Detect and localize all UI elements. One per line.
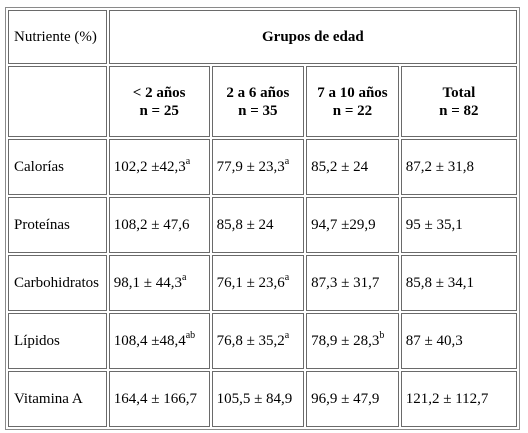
cell-superscript: a (185, 156, 191, 168)
table-row: Lípidos 108,4 ±48,4ab 76,8 ± 35,2a 78,9 … (8, 313, 517, 369)
row-label: Calorías (8, 139, 107, 196)
table-cell: 105,5 ± 84,9 (211, 370, 305, 427)
cell-value: 121,2 ± 112,7 (405, 390, 489, 407)
table-cell: 87,2 ± 31,8 (400, 139, 517, 196)
column-n: n = 35 (238, 102, 278, 119)
nutrient-table: Nutriente (%) Grupos de edad < 2 años n … (5, 7, 520, 430)
cell-value: 78,9 ± 28,3 (311, 332, 380, 349)
cell-value: 95 ± 35,1 (405, 217, 463, 234)
table-cell: 102,2 ±42,3a (108, 139, 210, 196)
group-title-cell: Grupos de edad (108, 10, 517, 64)
column-label: 2 a 6 años (226, 84, 290, 101)
cell-value: 96,9 ± 47,9 (311, 390, 380, 407)
row-label: Carbohidratos (8, 255, 107, 311)
header-row-columns: < 2 años n = 25 2 a 6 años n = 35 7 a 10… (8, 65, 517, 138)
cell-superscript: b (379, 329, 385, 341)
column-label: < 2 años (132, 84, 186, 101)
table-row: Vitamina A 164,4 ± 166,7 105,5 ± 84,9 96… (8, 370, 517, 427)
column-header-2to6: 2 a 6 años n = 35 (211, 65, 305, 138)
table-cell: 121,2 ± 112,7 (400, 370, 517, 427)
table-cell: 87,3 ± 31,7 (306, 255, 399, 311)
column-n: n = 82 (439, 102, 479, 119)
cell-value: 76,8 ± 35,2 (216, 332, 285, 349)
table-cell: 85,2 ± 24 (306, 139, 399, 196)
cell-value: 164,4 ± 166,7 (113, 390, 197, 407)
column-n: n = 25 (139, 102, 179, 119)
cell-value: 87 ± 40,3 (405, 332, 463, 349)
cell-value: 85,8 ± 34,1 (405, 275, 474, 292)
row-label: Proteínas (8, 197, 107, 254)
column-header-7to10: 7 a 10 años n = 22 (306, 65, 399, 138)
cell-value: 76,1 ± 23,6 (216, 275, 285, 292)
table-cell: 76,1 ± 23,6a (211, 255, 305, 311)
cell-value: 85,8 ± 24 (216, 217, 274, 234)
table-cell: 108,4 ±48,4ab (108, 313, 210, 369)
table-cell: 108,2 ± 47,6 (108, 197, 210, 254)
column-header-lt2: < 2 años n = 25 (108, 65, 210, 138)
table-row: Proteínas 108,2 ± 47,6 85,8 ± 24 94,7 ±2… (8, 197, 517, 254)
header-row-groups: Nutriente (%) Grupos de edad (8, 10, 517, 64)
table-cell: 78,9 ± 28,3b (306, 313, 399, 369)
cell-superscript: a (284, 272, 290, 284)
empty-header-cell (8, 65, 107, 138)
table-cell: 164,4 ± 166,7 (108, 370, 210, 427)
table-cell: 96,9 ± 47,9 (306, 370, 399, 427)
cell-value: 87,2 ± 31,8 (405, 159, 474, 176)
column-header-total: Total n = 82 (400, 65, 517, 138)
cell-value: 98,1 ± 44,3 (113, 275, 182, 292)
group-title: Grupos de edad (262, 28, 364, 45)
table-cell: 94,7 ±29,9 (306, 197, 399, 254)
nutrient-header-label: Nutriente (%) (14, 28, 97, 45)
table-cell: 98,1 ± 44,3a (108, 255, 210, 311)
cell-value: 85,2 ± 24 (311, 159, 369, 176)
table-cell: 85,8 ± 34,1 (400, 255, 517, 311)
cell-superscript: a (181, 272, 187, 284)
cell-value: 102,2 ±42,3 (113, 159, 186, 176)
row-label: Lípidos (8, 313, 107, 369)
cell-value: 87,3 ± 31,7 (311, 275, 380, 292)
column-n: n = 22 (332, 102, 373, 119)
table-row: Calorías 102,2 ±42,3a 77,9 ± 23,3a 85,2 … (8, 139, 517, 196)
table-cell: 77,9 ± 23,3a (211, 139, 305, 196)
column-label: Total (442, 84, 476, 101)
cell-value: 108,4 ±48,4 (113, 332, 186, 349)
nutrient-header-cell: Nutriente (%) (8, 10, 107, 64)
table-cell: 87 ± 40,3 (400, 313, 517, 369)
cell-value: 108,2 ± 47,6 (113, 217, 190, 234)
cell-value: 105,5 ± 84,9 (216, 390, 293, 407)
cell-value: 77,9 ± 23,3 (216, 159, 285, 176)
table-row: Carbohidratos 98,1 ± 44,3a 76,1 ± 23,6a … (8, 255, 517, 311)
table-cell: 76,8 ± 35,2a (211, 313, 305, 369)
table-cell: 85,8 ± 24 (211, 197, 305, 254)
column-label: 7 a 10 años (317, 84, 388, 101)
table-cell: 95 ± 35,1 (400, 197, 517, 254)
cell-value: 94,7 ±29,9 (311, 217, 376, 234)
row-label: Vitamina A (8, 370, 107, 427)
cell-superscript: a (284, 156, 290, 168)
cell-superscript: a (284, 329, 290, 341)
cell-superscript: ab (185, 329, 196, 341)
